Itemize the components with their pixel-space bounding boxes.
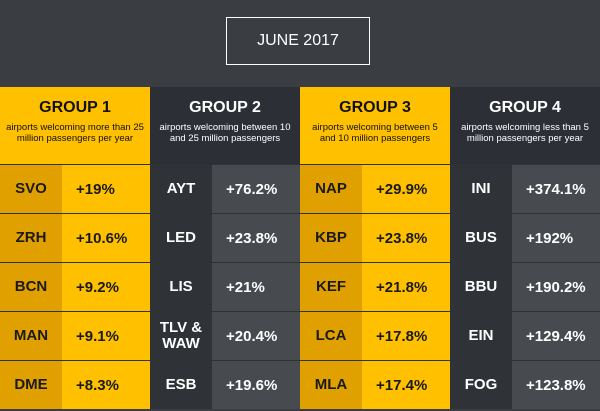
group-name: GROUP 3 [339,99,411,116]
group-name: GROUP 1 [39,99,111,116]
group-header: GROUP 4 airports welcoming less than 5 m… [450,87,600,164]
group-description: airports welcoming between 10 and 25 mil… [159,122,291,144]
airport-code: BBU [450,263,512,311]
group-name: GROUP 4 [489,99,561,116]
airport-code: EIN [450,312,512,360]
table-row: DME +8.3% [0,360,150,409]
airport-code: BCN [0,263,62,311]
growth-value: +21% [212,263,300,311]
airport-code: NAP [300,165,362,213]
airport-code: LIS [150,263,212,311]
growth-value: +123.8% [512,361,600,409]
groups-table: GROUP 1 airports welcoming more than 25 … [0,87,600,411]
growth-value: +129.4% [512,312,600,360]
growth-value: +76.2% [212,165,300,213]
growth-value: +190.2% [512,263,600,311]
table-row: LIS +21% [150,262,300,311]
growth-value: +17.4% [362,361,450,409]
airport-code: LED [150,214,212,262]
group-description: airports welcoming more than 25 million … [6,122,144,144]
table-row: AYT +76.2% [150,164,300,213]
group-column: GROUP 3 airports welcoming between 5 and… [300,87,450,411]
table-row: INI +374.1% [450,164,600,213]
airport-code: LCA [300,312,362,360]
group-name: GROUP 2 [189,99,261,116]
airport-code: TLV & WAW [150,312,212,360]
airport-code: ESB [150,361,212,409]
group-description: airports welcoming less than 5 million p… [461,122,589,144]
growth-value: +21.8% [362,263,450,311]
growth-value: +9.2% [62,263,150,311]
airport-code: KEF [300,263,362,311]
airport-code: SVO [0,165,62,213]
growth-value: +20.4% [212,312,300,360]
table-row: TLV & WAW +20.4% [150,311,300,360]
airport-code: AYT [150,165,212,213]
airport-code: FOG [450,361,512,409]
growth-value: +374.1% [512,165,600,213]
table-row: ZRH +10.6% [0,213,150,262]
growth-value: +192% [512,214,600,262]
table-row: MAN +9.1% [0,311,150,360]
chart-title: JUNE 2017 [226,17,370,65]
airport-code: INI [450,165,512,213]
table-row: BCN +9.2% [0,262,150,311]
airport-code: MLA [300,361,362,409]
table-row: KEF +21.8% [300,262,450,311]
table-row: KBP +23.8% [300,213,450,262]
table-row: LCA +17.8% [300,311,450,360]
growth-value: +19.6% [212,361,300,409]
group-column: GROUP 4 airports welcoming less than 5 m… [450,87,600,411]
airport-code: MAN [0,312,62,360]
group-description: airports welcoming between 5 and 10 mill… [312,122,438,144]
airport-code: DME [0,361,62,409]
airport-code: ZRH [0,214,62,262]
group-header: GROUP 2 airports welcoming between 10 an… [150,87,300,164]
table-row: LED +23.8% [150,213,300,262]
group-column: GROUP 2 airports welcoming between 10 an… [150,87,300,411]
table-row: BBU +190.2% [450,262,600,311]
growth-value: +23.8% [362,214,450,262]
group-header: GROUP 3 airports welcoming between 5 and… [300,87,450,164]
table-row: EIN +129.4% [450,311,600,360]
airport-code: KBP [300,214,362,262]
group-column: GROUP 1 airports welcoming more than 25 … [0,87,150,411]
table-row: FOG +123.8% [450,360,600,409]
table-row: SVO +19% [0,164,150,213]
table-row: NAP +29.9% [300,164,450,213]
growth-value: +17.8% [362,312,450,360]
group-header: GROUP 1 airports welcoming more than 25 … [0,87,150,164]
growth-value: +10.6% [62,214,150,262]
table-row: MLA +17.4% [300,360,450,409]
growth-value: +19% [62,165,150,213]
growth-value: +9.1% [62,312,150,360]
airport-code: BUS [450,214,512,262]
growth-value: +23.8% [212,214,300,262]
table-row: ESB +19.6% [150,360,300,409]
table-row: BUS +192% [450,213,600,262]
growth-value: +8.3% [62,361,150,409]
growth-value: +29.9% [362,165,450,213]
